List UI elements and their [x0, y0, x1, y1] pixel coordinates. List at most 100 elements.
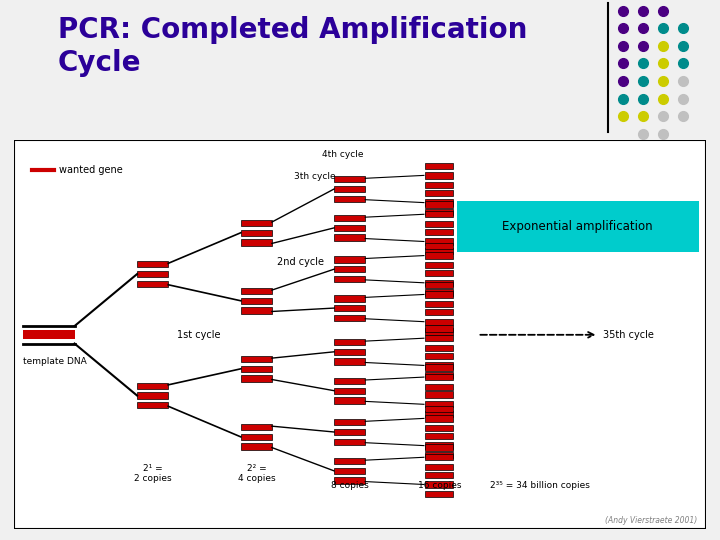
Bar — [334, 359, 365, 364]
Bar — [426, 163, 454, 169]
Bar — [334, 315, 365, 321]
Bar — [334, 429, 365, 435]
Text: template DNA: template DNA — [23, 356, 86, 366]
Bar — [426, 228, 454, 235]
Bar — [426, 374, 454, 380]
Bar — [334, 195, 365, 202]
Bar — [334, 276, 365, 282]
Bar — [426, 238, 454, 245]
FancyBboxPatch shape — [456, 201, 698, 252]
Bar — [426, 383, 454, 390]
Bar — [426, 411, 454, 417]
Bar — [426, 209, 454, 215]
Bar — [334, 339, 365, 345]
Text: 2³⁵ = 34 billion copies: 2³⁵ = 34 billion copies — [490, 481, 590, 490]
Bar — [23, 330, 75, 339]
Bar — [426, 325, 454, 332]
Bar — [240, 443, 272, 450]
Bar — [426, 182, 454, 188]
Bar — [426, 201, 454, 208]
Text: 8 copies: 8 copies — [330, 481, 369, 490]
Bar — [334, 215, 365, 221]
Bar — [426, 280, 454, 286]
Bar — [426, 309, 454, 315]
Text: 4th cycle: 4th cycle — [322, 150, 364, 159]
Bar — [240, 356, 272, 362]
Bar — [137, 383, 168, 389]
Bar — [426, 328, 454, 335]
Bar — [240, 298, 272, 304]
Text: 35th cycle: 35th cycle — [603, 330, 654, 340]
Bar — [426, 442, 454, 449]
Bar — [334, 477, 365, 484]
Bar — [426, 406, 454, 412]
Bar — [426, 372, 454, 379]
Bar — [240, 375, 272, 382]
Text: 2¹ =
2 copies: 2¹ = 2 copies — [134, 463, 171, 483]
Bar — [426, 221, 454, 227]
Bar — [334, 438, 365, 445]
Bar — [426, 289, 454, 296]
Bar — [426, 425, 454, 431]
Bar — [426, 199, 454, 206]
Bar — [426, 270, 454, 276]
Text: 2nd cycle: 2nd cycle — [277, 257, 324, 267]
Bar — [426, 242, 454, 249]
Bar — [334, 225, 365, 231]
Bar — [426, 335, 454, 341]
Bar — [426, 444, 454, 451]
Bar — [137, 271, 168, 277]
Bar — [240, 366, 272, 372]
Bar — [426, 345, 454, 351]
Bar — [426, 464, 454, 470]
Text: 16 copies: 16 copies — [418, 481, 462, 490]
Text: Exponential amplification: Exponential amplification — [503, 220, 653, 233]
Bar — [334, 349, 365, 355]
Bar — [426, 452, 454, 458]
Bar — [137, 402, 168, 408]
Bar — [334, 176, 365, 183]
Bar — [137, 261, 168, 267]
Bar — [240, 230, 272, 236]
Bar — [334, 458, 365, 464]
Bar — [137, 281, 168, 287]
Bar — [240, 220, 272, 226]
Bar — [426, 281, 454, 288]
Bar — [137, 393, 168, 399]
Bar — [426, 392, 454, 398]
Bar — [240, 424, 272, 430]
Bar — [426, 252, 454, 259]
Bar — [334, 256, 365, 262]
Bar — [240, 434, 272, 440]
Text: 1st cycle: 1st cycle — [177, 330, 220, 340]
Bar — [334, 295, 365, 301]
Bar — [334, 186, 365, 192]
Bar — [426, 248, 454, 254]
Bar — [426, 211, 454, 218]
Bar — [334, 234, 365, 241]
Bar — [426, 364, 454, 370]
Bar — [426, 481, 454, 488]
Bar — [426, 362, 454, 369]
Bar — [334, 468, 365, 474]
Text: (Andy Vierstraete 2001): (Andy Vierstraete 2001) — [605, 516, 697, 525]
Bar — [426, 291, 454, 298]
Bar — [334, 266, 365, 272]
Bar — [426, 401, 454, 408]
Bar — [240, 239, 272, 246]
Bar — [334, 388, 365, 394]
Bar — [240, 307, 272, 314]
Bar — [426, 353, 454, 359]
Bar — [426, 433, 454, 439]
Bar — [426, 319, 454, 325]
Bar — [426, 262, 454, 268]
Bar — [240, 288, 272, 294]
Bar — [334, 305, 365, 311]
Text: 3th cycle: 3th cycle — [294, 172, 336, 181]
Text: 2² =
4 copies: 2² = 4 copies — [238, 463, 275, 483]
Bar — [426, 415, 454, 422]
Bar — [334, 397, 365, 403]
Bar — [426, 454, 454, 461]
Bar — [334, 378, 365, 384]
Bar — [426, 491, 454, 497]
